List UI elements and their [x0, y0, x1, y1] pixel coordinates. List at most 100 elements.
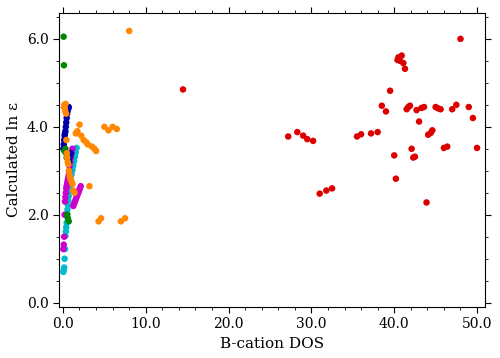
- Point: [394, 57, 402, 63]
- Point: [74, 129, 82, 134]
- Point: [62, 124, 70, 130]
- Point: [74, 192, 82, 198]
- Point: [436, 106, 444, 112]
- Point: [418, 105, 426, 111]
- Point: [64, 108, 72, 114]
- Point: [62, 183, 70, 189]
- Point: [64, 177, 72, 183]
- Point: [77, 133, 85, 139]
- Point: [299, 133, 307, 139]
- Point: [61, 199, 69, 204]
- Point: [94, 218, 102, 224]
- Point: [400, 60, 407, 66]
- Point: [404, 104, 412, 110]
- Point: [63, 150, 71, 156]
- Point: [60, 265, 68, 270]
- Point: [61, 102, 69, 108]
- Point: [68, 179, 76, 185]
- Point: [60, 102, 68, 108]
- Point: [428, 127, 436, 133]
- Point: [65, 168, 73, 174]
- Point: [76, 183, 84, 189]
- Point: [398, 53, 406, 58]
- Point: [68, 171, 76, 177]
- Point: [60, 246, 68, 252]
- Point: [473, 145, 481, 151]
- Point: [64, 198, 72, 204]
- Point: [63, 212, 71, 218]
- Point: [62, 194, 70, 200]
- Point: [60, 234, 68, 240]
- Point: [67, 176, 75, 182]
- Point: [86, 183, 94, 189]
- Point: [469, 115, 477, 121]
- Point: [76, 185, 84, 191]
- Point: [62, 190, 70, 195]
- Point: [63, 181, 71, 187]
- Point: [70, 188, 78, 193]
- Point: [62, 146, 70, 152]
- Point: [62, 233, 70, 239]
- Point: [60, 269, 68, 275]
- Point: [64, 202, 72, 208]
- Point: [456, 36, 464, 42]
- Point: [90, 146, 98, 152]
- Point: [117, 218, 125, 224]
- Point: [412, 107, 420, 113]
- Point: [67, 150, 75, 156]
- Point: [80, 137, 88, 143]
- Point: [386, 88, 394, 94]
- Point: [66, 153, 74, 158]
- Point: [92, 148, 100, 154]
- Point: [443, 144, 451, 150]
- Point: [62, 120, 70, 125]
- Point: [62, 155, 70, 160]
- Point: [422, 199, 430, 205]
- Point: [60, 212, 68, 218]
- Point: [70, 190, 78, 195]
- Point: [396, 58, 404, 64]
- Point: [316, 191, 324, 197]
- Point: [62, 150, 70, 156]
- Point: [104, 127, 112, 133]
- Point: [60, 148, 68, 154]
- Point: [61, 131, 69, 136]
- Point: [100, 124, 108, 130]
- Point: [60, 256, 68, 262]
- Point: [64, 179, 72, 185]
- Point: [63, 211, 71, 217]
- Point: [432, 104, 440, 110]
- Point: [82, 139, 90, 145]
- Point: [61, 246, 69, 252]
- Point: [64, 106, 72, 111]
- Point: [64, 172, 72, 178]
- Point: [64, 207, 72, 212]
- Point: [66, 172, 74, 178]
- Point: [328, 185, 336, 191]
- Point: [60, 62, 68, 68]
- Point: [64, 218, 72, 224]
- Point: [424, 132, 432, 137]
- Point: [61, 106, 69, 111]
- Point: [71, 154, 79, 160]
- Point: [62, 224, 70, 230]
- Point: [60, 141, 68, 147]
- Point: [378, 103, 386, 108]
- Point: [64, 104, 72, 110]
- Point: [408, 146, 416, 152]
- Point: [64, 174, 72, 180]
- Point: [426, 130, 434, 136]
- Point: [65, 189, 73, 195]
- Point: [304, 136, 312, 142]
- Point: [63, 111, 71, 116]
- Point: [66, 174, 74, 180]
- Point: [309, 138, 317, 144]
- Point: [390, 153, 398, 158]
- Point: [70, 158, 78, 164]
- Point: [448, 106, 456, 112]
- Point: [67, 155, 75, 160]
- Point: [64, 106, 72, 112]
- Point: [60, 133, 68, 139]
- Point: [411, 154, 419, 160]
- Point: [402, 106, 410, 112]
